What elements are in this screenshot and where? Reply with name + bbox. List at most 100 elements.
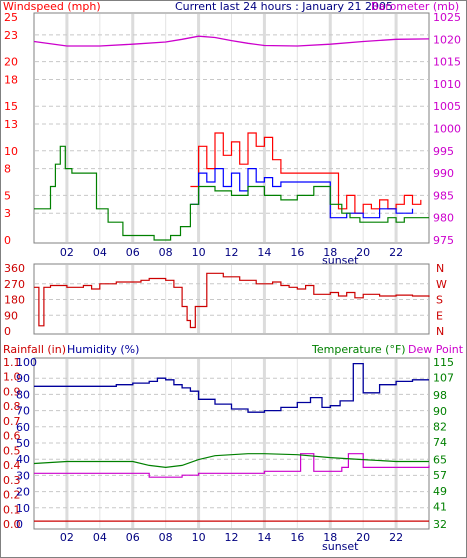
humidity-hour-ticks: 02 04 06 08 10 12 14 16 18 20 22 (60, 531, 403, 544)
hour-tick-label: 20 (356, 531, 370, 544)
temperature-tick: 32 (433, 518, 447, 531)
windspeed-tick: 0 (4, 234, 11, 247)
humidity-tick: 100 (16, 356, 37, 369)
rainfall-axis-ticks: 0.0 0.10.2 0.3 0.4 0.50.6 0.7 0.8 0.91.0 1.1 (3, 356, 21, 531)
direction-degree-tick: 360 (4, 262, 25, 275)
windspeed-tick: 5 (4, 189, 11, 202)
humidity-line (34, 362, 429, 413)
rainfall-tick: 0.6 (3, 430, 21, 443)
rainfall-tick: 0.8 (3, 400, 21, 413)
humidity-tick: 70 (16, 405, 30, 418)
sunset-label-2: sunset (322, 540, 359, 553)
hour-tick-label: 22 (389, 246, 403, 259)
hour-tick-label: 14 (257, 246, 271, 259)
temperature-tick: 57 (433, 469, 447, 482)
direction-compass-tick: W (436, 278, 447, 291)
humidity-tick: 80 (16, 388, 30, 401)
humidity-tick: 20 (16, 486, 30, 499)
hour-tick-label: 04 (93, 531, 107, 544)
barometer-label: Barometer (mb) (371, 0, 459, 13)
hour-tick-label: 06 (126, 531, 140, 544)
rainfall-tick: 0.5 (3, 444, 21, 457)
direction-compass-tick: N (436, 325, 444, 338)
hour-tick-label: 16 (290, 246, 304, 259)
humidity-temperature-series (33, 362, 430, 522)
wind-direction-line (34, 272, 430, 329)
direction-degree-tick: 90 (4, 309, 18, 322)
barometer-tick: 975 (433, 234, 454, 247)
temperature-line (33, 453, 429, 469)
humidity-tick: 50 (16, 437, 30, 450)
temperature-tick: 41 (433, 500, 447, 513)
humidity-gridlines (35, 359, 428, 528)
hour-tick-label: 04 (93, 246, 107, 259)
barometer-tick: 980 (433, 212, 454, 225)
hour-tick-label: 18 (323, 246, 337, 259)
rainfall-tick: 0.9 (3, 385, 21, 398)
rainfall-tick: 0.2 (3, 489, 21, 502)
temperature-tick: 90 (433, 405, 447, 418)
hour-tick-label: 08 (159, 531, 173, 544)
windspeed-tick: 20 (4, 56, 18, 69)
temperature-tick: 115 (433, 356, 454, 369)
direction-compass-tick: N (436, 262, 444, 275)
hour-tick-label: 18 (323, 531, 337, 544)
hour-tick-label: 12 (225, 246, 239, 259)
direction-compass-tick: S (436, 294, 443, 307)
barometer-tick: 1025 (433, 11, 461, 24)
wind-barometer-panel: 0 3 5 8 10 13 15 18 20 23 25 975 980 985 990 995 1000 10… (4, 11, 461, 267)
humidity-temperature-panel: 0.0 0.10.2 0.3 0.4 0.50.6 0.7 0.8 0.91.0 1.1 0 10… (3, 356, 454, 553)
hour-tick-label: 16 (290, 531, 304, 544)
barometer-tick: 1005 (433, 100, 461, 113)
hour-tick-label: 02 (60, 246, 74, 259)
temperature-axis-ticks: 32 41 49 57 65 74 82 90 98 107 115 (433, 356, 454, 531)
humidity-axis-ticks: 0 10 20 30 40 50 60 70 80 90 100 (16, 356, 37, 531)
dew-point-label: Dew Point (408, 343, 464, 356)
windspeed-tick: 18 (4, 73, 18, 86)
hour-tick-label: 22 (389, 531, 403, 544)
humidity-tick: 60 (16, 421, 30, 434)
humidity-tick: 10 (16, 502, 30, 515)
hour-tick-label: 10 (192, 246, 206, 259)
windspeed-label: Windspeed (mph) (3, 0, 101, 13)
hour-tick-label: 12 (225, 531, 239, 544)
rainfall-tick: 0.4 (3, 459, 21, 472)
temperature-tick: 49 (433, 485, 447, 498)
temperature-tick: 65 (433, 454, 447, 467)
direction-compass-tick: E (436, 309, 443, 322)
barometer-tick: 1010 (433, 78, 461, 91)
rainfall-tick: 0.7 (3, 415, 21, 428)
barometer-tick: 995 (433, 145, 454, 158)
barometer-tick: 1015 (433, 56, 461, 69)
direction-series (34, 272, 430, 329)
temperature-label: Temperature (°F) (311, 343, 406, 356)
windspeed-tick: 8 (4, 163, 11, 176)
wind-hour-ticks: 02 04 06 08 10 12 14 16 18 20 22 (60, 246, 403, 259)
direction-degree-tick: 0 (4, 325, 11, 338)
rainfall-tick: 0.0 (3, 518, 21, 531)
barometer-axis-ticks: 975 980 985 990 995 1000 1005 1010 1015 1020 1025 (433, 11, 461, 247)
barometer-tick: 985 (433, 189, 454, 202)
humidity-tick: 90 (16, 372, 30, 385)
rainfall-tick: 1.0 (3, 371, 21, 384)
rainfall-tick: 1.1 (3, 356, 21, 369)
windspeed-tick: 15 (4, 100, 18, 113)
windspeed-tick: 25 (4, 11, 18, 24)
windspeed-tick: 13 (4, 118, 18, 131)
temperature-tick: 98 (433, 389, 447, 402)
rainfall-tick: 0.3 (3, 474, 21, 487)
barometer-tick: 990 (433, 167, 454, 180)
wind-series (33, 35, 430, 241)
barometer-line (33, 35, 430, 47)
barometer-tick: 1020 (433, 33, 461, 46)
temperature-tick: 107 (433, 372, 454, 385)
rainfall-tick: 0.1 (3, 503, 21, 516)
windspeed-tick: 23 (4, 29, 18, 42)
hour-tick-label: 10 (192, 531, 206, 544)
temperature-tick: 82 (433, 420, 447, 433)
dew-point-line (34, 453, 430, 478)
direction-degree-ticks: 0 90 180 270 360 (4, 262, 25, 338)
